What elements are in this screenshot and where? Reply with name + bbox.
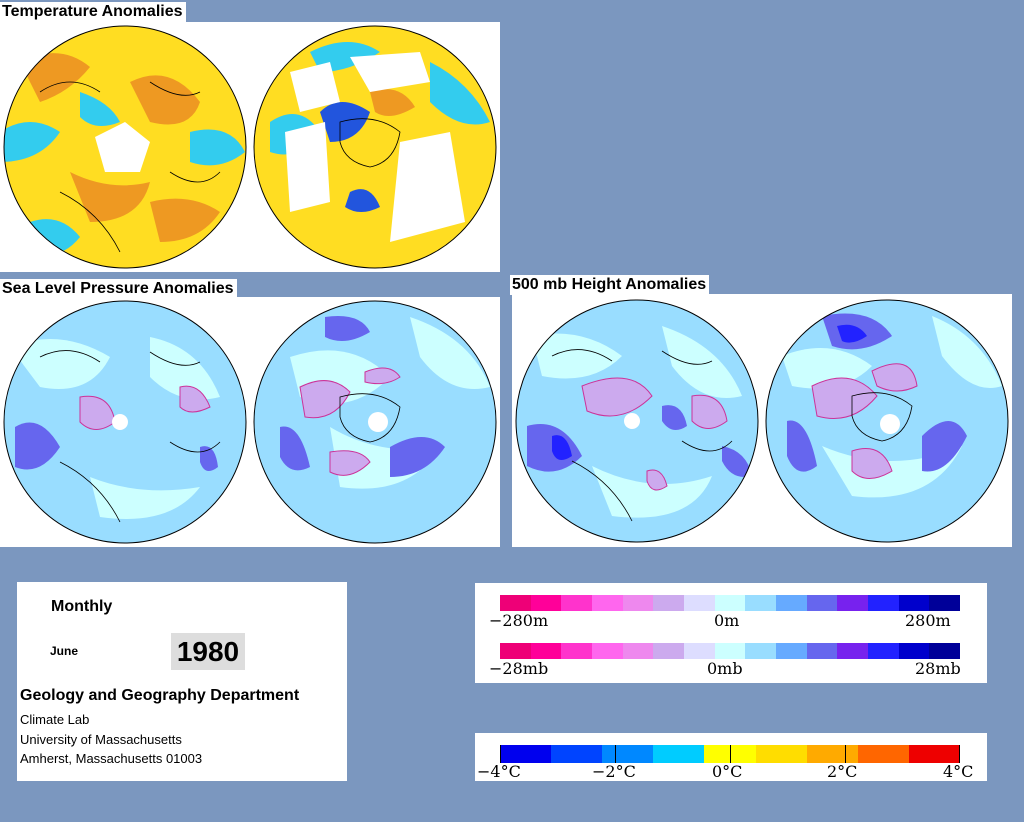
height-label-min: −280m: [489, 611, 549, 630]
color-swatch: [776, 643, 807, 659]
temp-label-minus2: −2°C: [592, 762, 636, 781]
info-box: Monthly June 1980 Geology and Geography …: [17, 582, 347, 781]
color-swatch: [530, 595, 562, 611]
slp-color-bar: [500, 643, 961, 659]
color-swatch: [929, 643, 961, 659]
lab-label: Climate Lab: [20, 712, 90, 727]
color-swatch: [837, 595, 869, 611]
slp-label-max: 28mb: [915, 659, 961, 678]
height-south-hemisphere-map: [765, 299, 1009, 543]
color-swatch: [551, 745, 603, 763]
color-swatch: [745, 643, 777, 659]
color-swatch: [653, 745, 705, 763]
color-swatch: [806, 745, 858, 763]
color-swatch: [745, 595, 777, 611]
height-label-max: 280m: [905, 611, 951, 630]
color-swatch: [622, 595, 654, 611]
color-swatch: [622, 643, 654, 659]
height-north-hemisphere-map: [515, 299, 759, 543]
color-swatch: [755, 745, 807, 763]
temperature-tick: [615, 745, 616, 763]
color-swatch: [561, 595, 593, 611]
color-swatch: [908, 745, 960, 763]
height-color-bar: [500, 595, 961, 611]
color-swatch: [561, 643, 593, 659]
color-swatch: [929, 595, 961, 611]
color-swatch: [592, 643, 623, 659]
color-swatch: [806, 595, 838, 611]
color-swatch: [684, 643, 715, 659]
temperature-tick: [845, 745, 846, 763]
slp-title: Sea Level Pressure Anomalies: [0, 279, 237, 299]
slp-south-hemisphere-map: [253, 300, 497, 544]
department-label: Geology and Geography Department: [20, 687, 300, 704]
period-label: Monthly: [51, 598, 113, 615]
temp-label-minus4: −4°C: [477, 762, 521, 781]
color-swatch: [898, 643, 930, 659]
color-swatch: [857, 745, 909, 763]
university-label: University of Massachusetts: [20, 732, 182, 747]
color-swatch: [530, 643, 562, 659]
temp-label-2: 2°C: [827, 762, 858, 781]
color-swatch: [500, 643, 531, 659]
temperature-north-hemisphere-map: [3, 25, 247, 269]
color-swatch: [704, 745, 756, 763]
temp-label-4: 4°C: [943, 762, 974, 781]
temperature-tick: [500, 745, 501, 763]
color-swatch: [714, 595, 746, 611]
height-label-mid: 0m: [714, 611, 740, 630]
height-title: 500 mb Height Anomalies: [510, 275, 710, 295]
slp-label-min: −28mb: [489, 659, 549, 678]
temp-label-0: 0°C: [712, 762, 743, 781]
color-swatch: [653, 643, 685, 659]
color-swatch: [776, 595, 807, 611]
pressure-height-legend: −280m 0m 280m −28mb 0mb 28mb: [475, 583, 987, 683]
slp-label-mid: 0mb: [707, 659, 743, 678]
month-label: June: [50, 644, 79, 658]
temperature-tick: [730, 745, 731, 763]
year-label: 1980: [171, 633, 245, 670]
color-swatch: [684, 595, 715, 611]
color-swatch: [602, 745, 654, 763]
color-swatch: [837, 643, 869, 659]
color-swatch: [653, 595, 685, 611]
temperature-tick: [959, 745, 960, 763]
color-swatch: [714, 643, 746, 659]
color-swatch: [500, 595, 531, 611]
temperature-color-bar: [500, 745, 960, 763]
color-swatch: [806, 643, 838, 659]
temperature-legend: −4°C −2°C 0°C 2°C 4°C: [475, 733, 987, 781]
color-swatch: [500, 745, 552, 763]
color-swatch: [868, 595, 899, 611]
slp-north-hemisphere-map: [3, 300, 247, 544]
address-label: Amherst, Massachusetts 01003: [20, 751, 203, 766]
color-swatch: [868, 643, 899, 659]
temperature-title: Temperature Anomalies: [0, 2, 186, 22]
color-swatch: [898, 595, 930, 611]
color-swatch: [592, 595, 623, 611]
temperature-south-hemisphere-map: [253, 25, 497, 269]
